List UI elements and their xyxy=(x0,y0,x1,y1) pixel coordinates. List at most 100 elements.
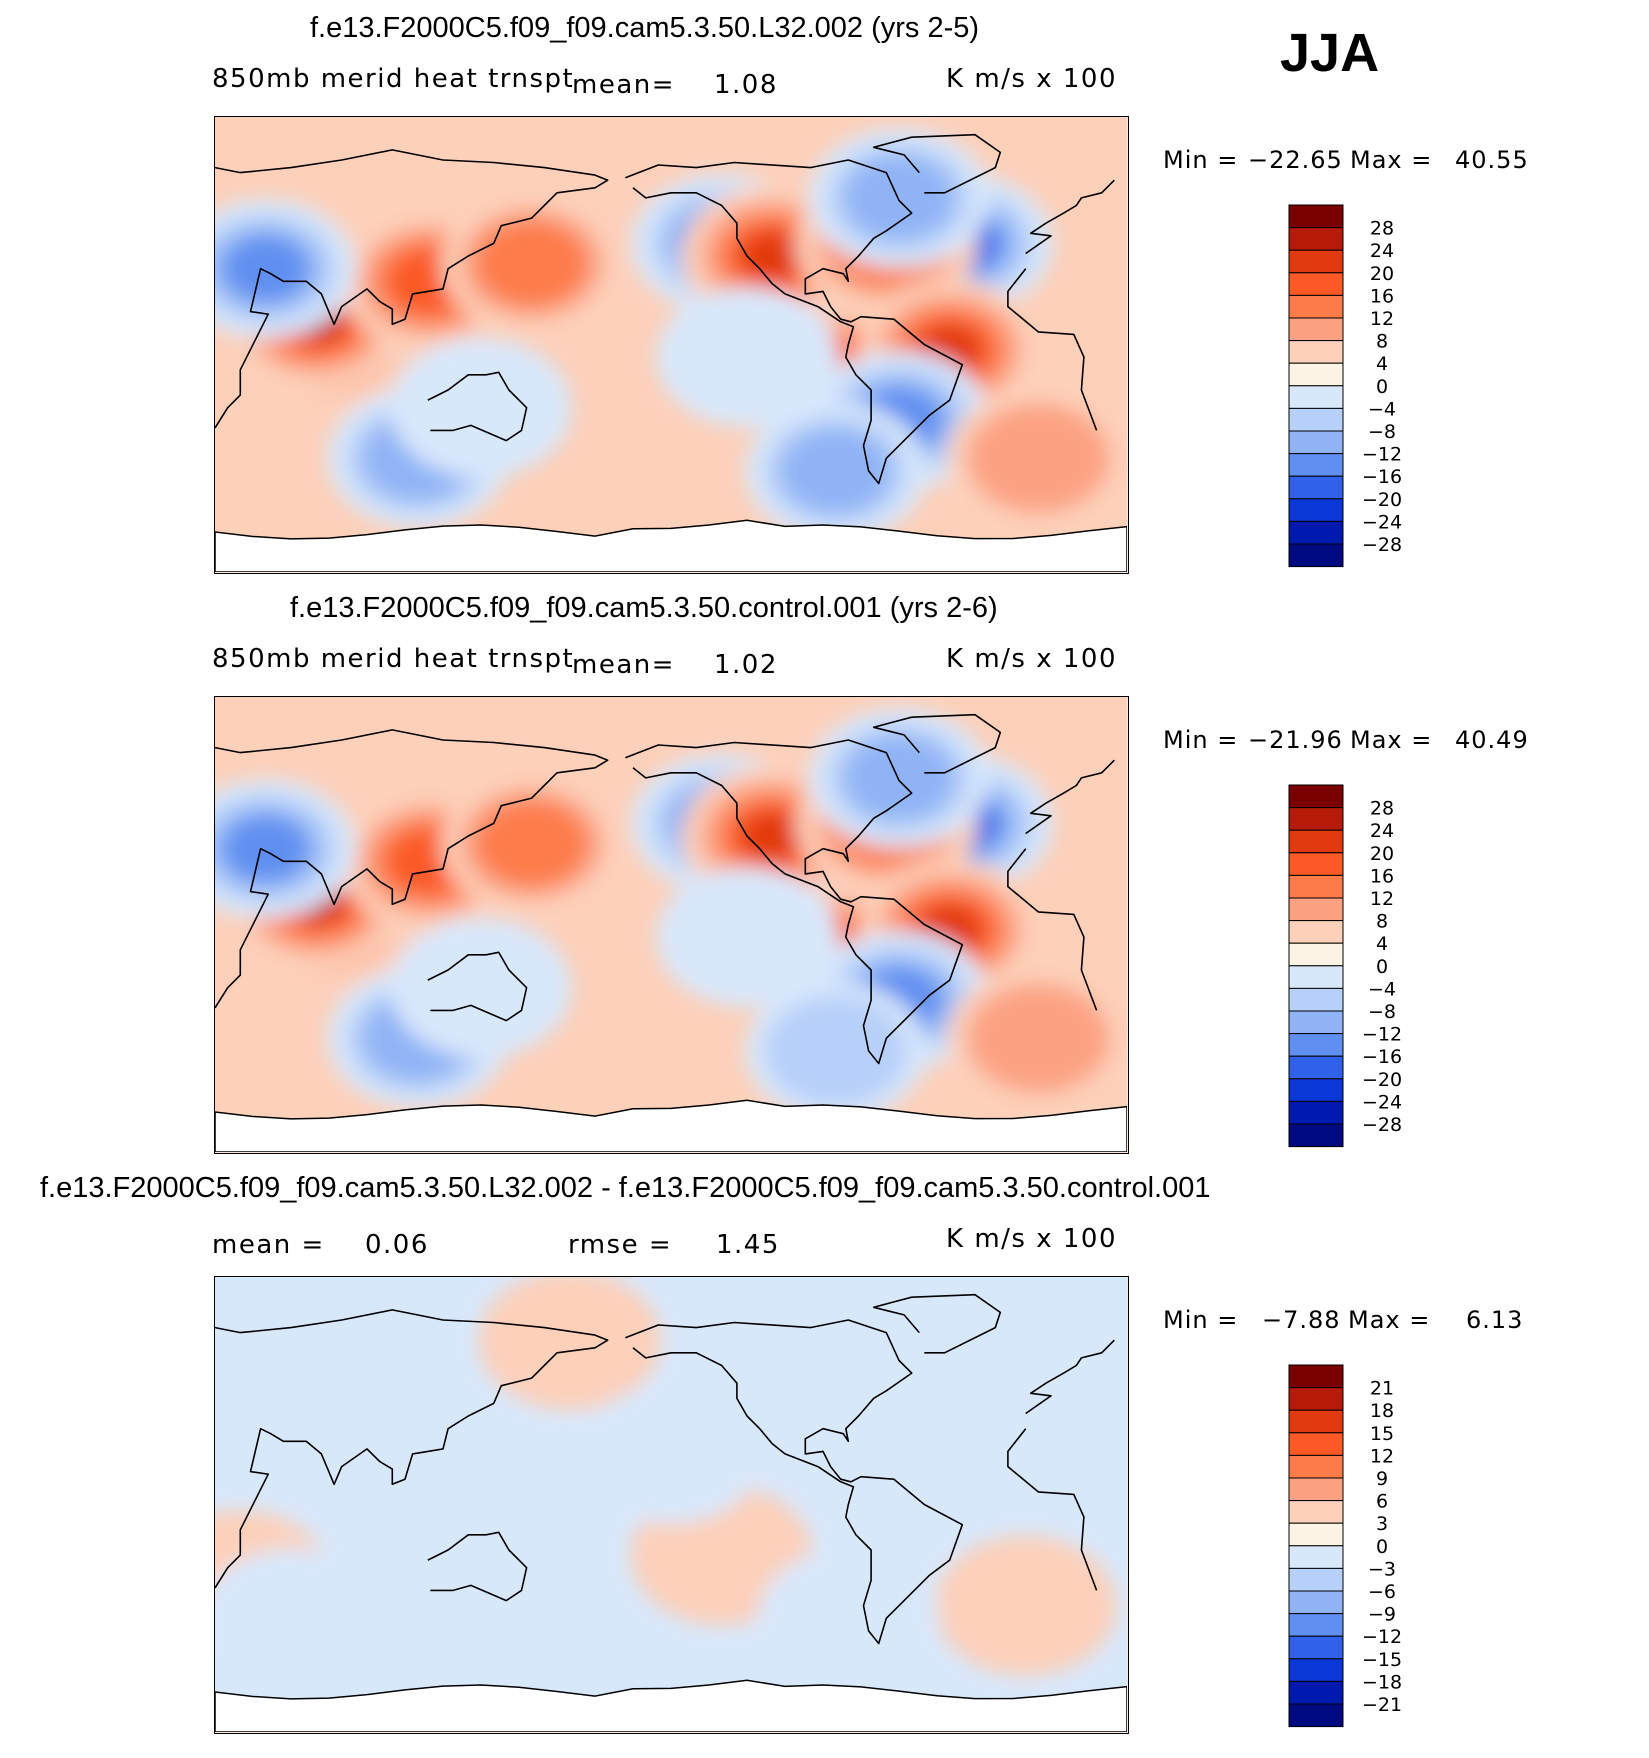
colorbar-box xyxy=(1288,1432,1344,1456)
colorbar-tick-label: −12 xyxy=(1362,1024,1402,1046)
colorbar-tick-label: −16 xyxy=(1362,466,1402,488)
colorbar-tick-label: 4 xyxy=(1376,353,1388,375)
colorbar-tick-label: 0 xyxy=(1376,1536,1388,1558)
colorbar-tick-label: −4 xyxy=(1368,978,1396,1000)
colorbar-box xyxy=(1288,1522,1344,1547)
colorbar-tick-label: 16 xyxy=(1370,285,1394,307)
colorbar-box xyxy=(1288,1477,1344,1502)
colorbar-box xyxy=(1288,807,1344,831)
colorbar-tick-label: 15 xyxy=(1370,1423,1394,1445)
coastline xyxy=(872,713,1002,774)
colorbar-box xyxy=(1288,1500,1344,1524)
colorbar-tick-label: −18 xyxy=(1362,1671,1402,1693)
panel3-mean-value: 0.06 xyxy=(365,1230,429,1260)
colorbar-tick-label: −12 xyxy=(1362,444,1402,466)
colorbar-box xyxy=(1288,874,1344,899)
panel3-rmse-value: 1.45 xyxy=(716,1230,780,1260)
panel3-title: f.e13.F2000C5.f09_f09.cam5.3.50.L32.002 … xyxy=(40,1172,1211,1204)
coastline xyxy=(872,1293,1002,1354)
colorbar-tick-label: −8 xyxy=(1368,421,1396,443)
colorbar-tick-label: −24 xyxy=(1362,1091,1402,1113)
panel3-map xyxy=(214,1276,1129,1734)
colorbar-box xyxy=(1288,1658,1344,1682)
colorbar-box xyxy=(1288,249,1344,274)
colorbar-tick-label: 12 xyxy=(1370,1445,1394,1467)
colorbar-box xyxy=(1288,829,1344,854)
colorbar-box xyxy=(1288,317,1344,342)
antarctica-outline xyxy=(215,519,1127,572)
coastline xyxy=(215,1309,1115,1591)
colorbar-box xyxy=(1288,407,1344,432)
antarctica-outline xyxy=(215,1679,1127,1732)
colorbar-box xyxy=(1288,1680,1344,1705)
panel1-field xyxy=(215,117,1127,572)
colorbar-tick-label: −21 xyxy=(1362,1694,1402,1716)
field-contour xyxy=(580,1383,762,1524)
colorbar-box xyxy=(1288,852,1344,876)
field-contour xyxy=(781,428,891,513)
field-contour xyxy=(966,403,1110,514)
colorbar-box xyxy=(1288,520,1344,545)
field-contour xyxy=(757,1548,940,1689)
panel1-min-label: Min = xyxy=(1163,146,1239,174)
panel1-min-value: −22.65 xyxy=(1248,146,1343,174)
panel2-mean-label: mean= xyxy=(572,650,676,680)
field-contour xyxy=(390,917,572,1058)
colorbar-tick-label: −6 xyxy=(1368,1581,1396,1603)
coastline xyxy=(625,739,964,1065)
panel1-map xyxy=(214,116,1129,574)
colorbar-box xyxy=(1288,1567,1344,1592)
colorbar-tick-label: −12 xyxy=(1362,1626,1402,1648)
field-contour xyxy=(741,812,804,861)
field-contour xyxy=(844,735,954,820)
colorbar-box xyxy=(1288,987,1344,1012)
colorbar-tick-label: −20 xyxy=(1362,489,1402,511)
panel2-field xyxy=(215,697,1127,1152)
panel3-field xyxy=(215,1277,1127,1732)
colorbar-tick-label: −4 xyxy=(1368,398,1396,420)
field-contour xyxy=(390,337,572,478)
panel1-units: K m/s x 100 xyxy=(946,64,1117,94)
colorbar-box xyxy=(1288,1033,1344,1057)
colorbar-tick-label: −20 xyxy=(1362,1069,1402,1091)
colorbar-tick-label: −3 xyxy=(1368,1558,1396,1580)
colorbar-tick-label: −28 xyxy=(1362,1114,1402,1136)
colorbar-tick-label: 4 xyxy=(1376,933,1388,955)
field-contour xyxy=(477,801,587,886)
panel3-rmse-label: rmse = xyxy=(568,1230,673,1260)
field-contour xyxy=(741,232,804,281)
colorbar-tick-label: 8 xyxy=(1376,331,1388,353)
panel2-title: f.e13.F2000C5.f09_f09.cam5.3.50.control.… xyxy=(290,592,998,624)
colorbar-tick-label: 20 xyxy=(1370,843,1394,865)
colorbar-box xyxy=(1288,1055,1344,1080)
panel1-max-value: 40.55 xyxy=(1455,146,1529,174)
field-contour xyxy=(224,236,308,301)
panel2-max-label: Max = xyxy=(1350,726,1433,754)
field-contour xyxy=(966,983,1110,1094)
colorbar-tick-label: 12 xyxy=(1370,308,1394,330)
field-contour xyxy=(656,867,838,1008)
coastline xyxy=(215,729,1115,1011)
antarctica-outline xyxy=(215,1099,1127,1152)
colorbar-box xyxy=(1288,784,1344,809)
field-contour xyxy=(764,995,908,1106)
colorbar-box xyxy=(1288,272,1344,296)
colorbar-box xyxy=(1288,1613,1344,1637)
coastline xyxy=(625,159,964,485)
colorbar-box xyxy=(1288,1387,1344,1411)
panel1-variable: 850mb merid heat trnspt xyxy=(212,64,575,94)
colorbar-tick-label: 20 xyxy=(1370,263,1394,285)
field-contour xyxy=(224,816,308,881)
panel2-map xyxy=(214,696,1129,1154)
panel3-max-label: Max = xyxy=(1348,1306,1431,1334)
colorbar-tick-label: 9 xyxy=(1376,1468,1388,1490)
colorbar-box xyxy=(1288,1010,1344,1035)
panel3-units: K m/s x 100 xyxy=(946,1224,1117,1254)
colorbar-box xyxy=(1288,385,1344,409)
colorbar-tick-label: 21 xyxy=(1370,1378,1394,1400)
colorbar-box xyxy=(1288,362,1344,387)
colorbar-box xyxy=(1288,1123,1344,1148)
colorbar-box xyxy=(1288,204,1344,229)
